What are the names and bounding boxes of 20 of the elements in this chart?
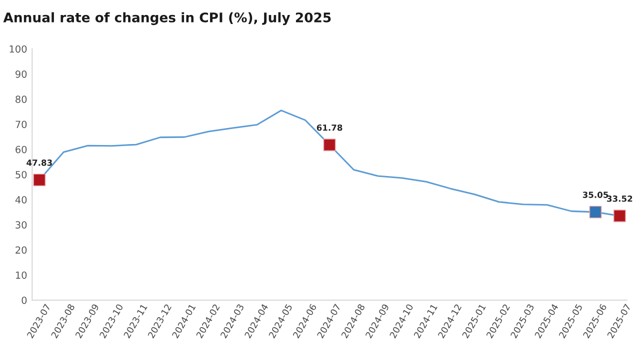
point: [589, 206, 602, 218]
y-tick-label: 80: [16, 96, 27, 103]
y-tick-label: 10: [16, 271, 27, 279]
point: [33, 174, 46, 186]
y-tick-label: 30: [16, 221, 27, 229]
y-tick-label: 100: [10, 45, 27, 53]
y-tick-label: 60: [16, 146, 27, 154]
y-tick-label: 0: [22, 296, 27, 304]
data-label: 33.52: [607, 195, 632, 202]
data-label: 61.78: [316, 124, 342, 131]
point: [323, 138, 336, 152]
y-tick-label: 50: [16, 170, 27, 178]
y-tick-label: 20: [16, 246, 27, 254]
y-tick-label: 40: [15, 196, 27, 204]
point: [613, 210, 626, 222]
chart-title: Annual rate of changes in CPI (%), July 2025: [3, 12, 331, 26]
data-label: 47.83: [26, 160, 52, 166]
y-tick-label: 90: [16, 70, 27, 78]
data-label: 35.05: [582, 192, 608, 198]
y-tick-label: 70: [16, 120, 27, 128]
